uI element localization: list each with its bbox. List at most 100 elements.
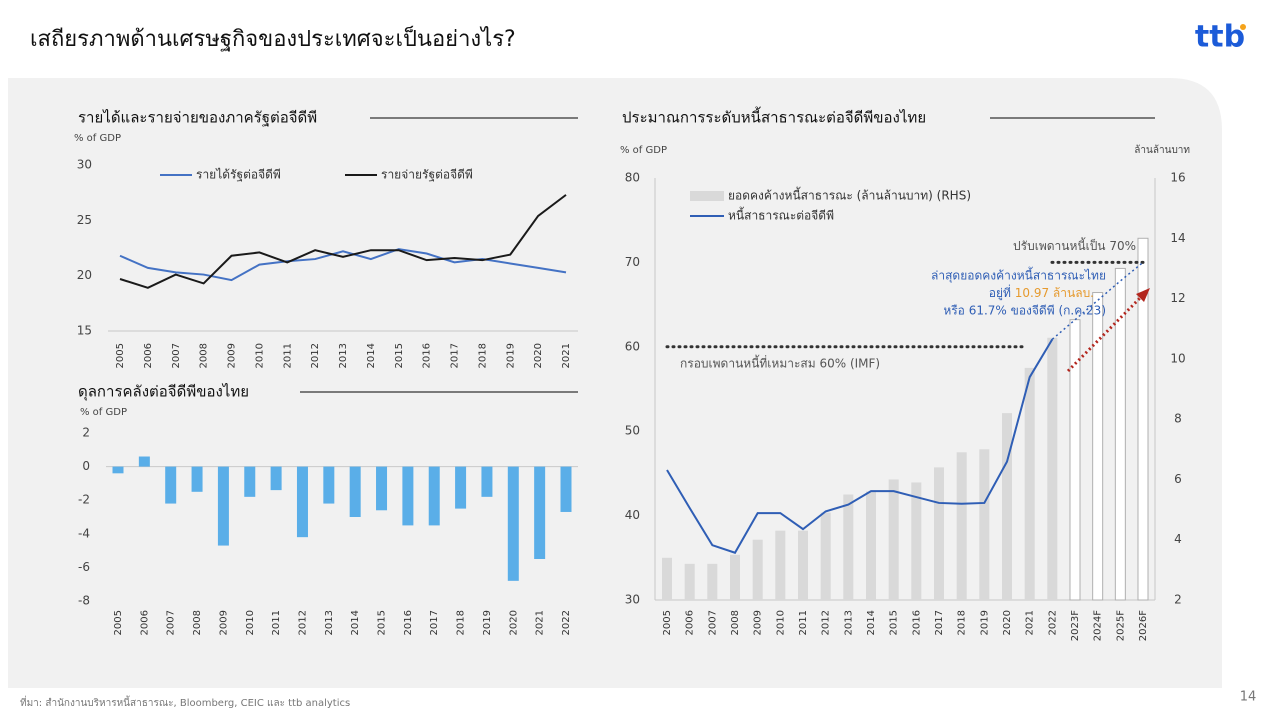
logo-dot: [1240, 24, 1246, 30]
x-tick-label: 2025F: [1115, 610, 1126, 641]
x-tick-label: 2016: [403, 610, 414, 635]
bar: [402, 466, 414, 526]
y-tick-label: 70: [625, 255, 640, 269]
x-tick-label: 2009: [227, 343, 238, 368]
x-tick-label: 2021: [1025, 610, 1036, 635]
x-tick-label: 2017: [429, 610, 440, 635]
bar: [244, 466, 256, 497]
x-tick-label: 2006: [139, 610, 150, 635]
bar: [956, 452, 967, 600]
bar: [707, 563, 718, 600]
bar: [1002, 413, 1012, 600]
y-tick-label: 60: [625, 339, 640, 353]
annotation: ล่าสุดยอดคงค้างหนี้สาธารณะไทย: [931, 267, 1106, 284]
bar: [323, 466, 335, 504]
bar: [165, 466, 177, 504]
bar: [507, 466, 519, 581]
y2-tick-label: 4: [1174, 532, 1182, 546]
y-tick-label: -2: [78, 493, 90, 507]
bar: [979, 449, 990, 600]
bar: [1047, 337, 1058, 600]
trend-arrow-head: [1136, 288, 1150, 302]
y-tick-label: 40: [625, 508, 640, 522]
x-tick-label: 2026F: [1138, 610, 1149, 641]
x-tick-label: 2017: [450, 343, 461, 368]
x-tick-label: 2015: [889, 610, 900, 635]
x-tick-label: 2019: [505, 343, 516, 368]
y2-tick-label: 16: [1170, 171, 1185, 185]
y2-tick-label: 12: [1170, 291, 1185, 305]
x-tick-label: 2020: [508, 610, 519, 635]
y-tick-label: -6: [78, 560, 90, 574]
x-tick-label: 2012: [310, 343, 321, 368]
x-tick-label: 2019: [482, 610, 493, 635]
y-tick-label: 80: [625, 171, 640, 185]
x-tick-label: 2007: [166, 610, 177, 635]
bar: [866, 491, 876, 600]
x-tick-label: 2005: [662, 610, 673, 635]
x-tick-label: 2008: [730, 610, 741, 635]
x-tick-label: 2022: [1047, 610, 1058, 635]
bar: [217, 466, 229, 546]
y-tick-label: 30: [77, 158, 92, 172]
bar: [1024, 367, 1035, 600]
bar: [481, 466, 493, 497]
chart-title: รายได้และรายจ่ายของภาครัฐต่อจีดีพี: [78, 109, 317, 127]
bar: [270, 466, 282, 491]
chart-title: ประมาณการระดับหนี้สาธารณะต่อจีดีพีของไทย: [622, 107, 926, 127]
x-tick-label: 2020: [533, 343, 544, 368]
legend-label: รายได้รัฐต่อจีดีพี: [196, 168, 281, 182]
reference-label: ปรับเพดานหนี้เป็น 70%: [1013, 237, 1136, 253]
bar: [191, 466, 203, 492]
x-tick-label: 2013: [843, 610, 854, 635]
y-tick-label: 50: [625, 424, 640, 438]
bar: [376, 466, 388, 511]
x-tick-label: 2018: [477, 343, 488, 368]
y2-tick-label: 14: [1170, 231, 1185, 245]
x-tick-label: 2010: [245, 610, 256, 635]
x-tick-label: 2016: [422, 343, 433, 368]
bar: [138, 456, 150, 467]
y-tick-label: -8: [78, 594, 90, 608]
y-tick-label: 25: [77, 213, 92, 227]
bar: [888, 479, 899, 600]
y-axis-label: % of GDP: [74, 133, 121, 144]
x-tick-label: 2017: [934, 610, 945, 635]
bar: [662, 557, 672, 600]
bar: [1069, 319, 1081, 601]
x-tick-label: 2015: [394, 343, 405, 368]
y-axis-label: % of GDP: [620, 145, 667, 156]
x-tick-label: 2014: [866, 610, 877, 635]
x-tick-label: 2011: [282, 343, 293, 368]
x-tick-label: 2020: [1002, 610, 1013, 635]
annotation: หรือ 61.7% ของจีดีพี (ก.ค.23): [943, 304, 1106, 318]
bar: [112, 466, 124, 474]
x-tick-label: 2021: [561, 343, 572, 368]
x-tick-label: 2021: [535, 610, 546, 635]
legend-label: ยอดคงค้างหนี้สาธารณะ (ล้านล้านบาท) (RHS): [728, 187, 971, 203]
y2-tick-label: 10: [1170, 351, 1185, 365]
x-tick-label: 2011: [271, 610, 282, 635]
bar: [296, 466, 308, 538]
x-tick-label: 2009: [753, 610, 764, 635]
x-tick-label: 2014: [350, 610, 361, 635]
chart-title: ดุลการคลังต่อจีดีพีของไทย: [78, 383, 249, 402]
x-tick-label: 2009: [218, 610, 229, 635]
bar: [560, 466, 572, 512]
bar: [534, 466, 546, 559]
x-tick-label: 2007: [171, 343, 182, 368]
y2-tick-label: 8: [1174, 412, 1182, 426]
bar: [911, 482, 922, 600]
x-tick-label: 2015: [377, 610, 388, 635]
x-tick-label: 2006: [143, 343, 154, 368]
data-line: [666, 338, 1054, 554]
x-tick-label: 2006: [685, 610, 696, 635]
y-axis-label: % of GDP: [80, 407, 127, 418]
y2-tick-label: 2: [1174, 593, 1182, 607]
source: ที่มา: สำนักงานบริหารหนี้สาธารณะ, Bloomb…: [20, 695, 350, 709]
x-tick-label: 2018: [456, 610, 467, 635]
y-tick-label: -4: [78, 526, 90, 540]
bar: [798, 530, 808, 600]
logo: ttb: [1195, 20, 1245, 55]
